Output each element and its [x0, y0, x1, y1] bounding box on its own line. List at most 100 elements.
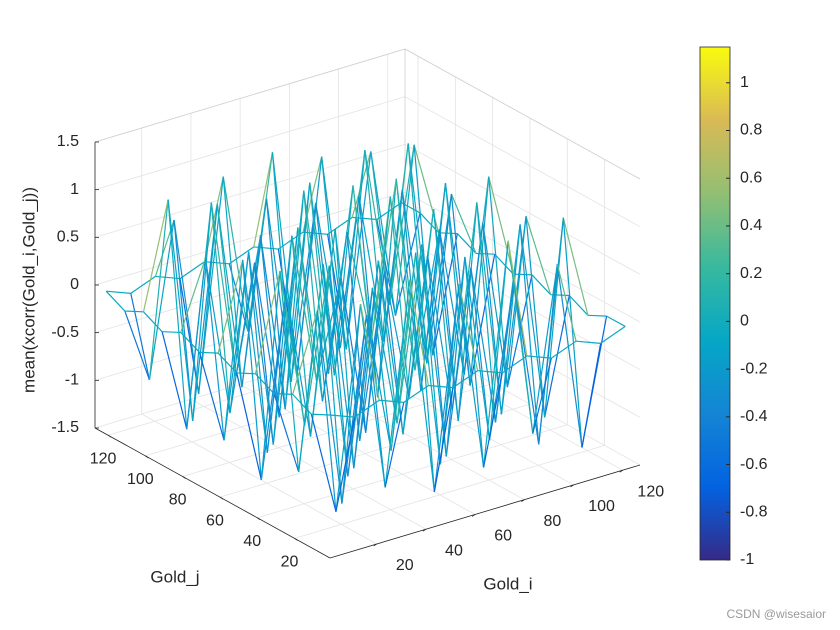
- mesh-edge: [482, 240, 509, 468]
- z-tick-label: -1.5: [51, 419, 79, 436]
- mesh-edge: [272, 235, 293, 445]
- x-tick-label: 40: [445, 542, 463, 559]
- x-tick-label: 100: [588, 498, 615, 515]
- mesh-edge: [124, 310, 151, 381]
- mesh-edge: [341, 304, 362, 504]
- tick-mark: [257, 517, 261, 521]
- mesh-edge: [365, 271, 385, 433]
- mesh-edge: [568, 295, 589, 316]
- y-tick-label: 100: [127, 471, 154, 488]
- mesh-edge: [130, 275, 156, 294]
- mesh-edge: [310, 414, 337, 512]
- mesh-edge: [106, 290, 131, 294]
- mesh-edge: [333, 185, 354, 376]
- mesh-edge: [377, 260, 398, 424]
- mesh-edge: [353, 287, 374, 469]
- mesh-edge: [359, 271, 385, 441]
- grid-line: [404, 143, 641, 275]
- mesh-edge: [575, 340, 601, 344]
- y-tick-label: 120: [90, 450, 117, 467]
- mesh-edge: [531, 274, 552, 296]
- grid-line: [404, 96, 641, 228]
- mesh-edge: [236, 372, 262, 481]
- z-tick-label: 0.5: [57, 229, 79, 246]
- mesh-edge: [562, 217, 583, 448]
- mesh-edge: [444, 183, 471, 386]
- grid-line: [190, 398, 427, 530]
- mesh-edge: [167, 199, 194, 422]
- grid-line: [94, 96, 406, 191]
- mesh-edge: [284, 190, 305, 410]
- mesh-edge: [409, 279, 430, 386]
- mesh-edge: [210, 202, 231, 414]
- mesh-edge: [180, 332, 200, 353]
- mesh-edge: [507, 240, 534, 434]
- mesh-edge: [427, 255, 447, 457]
- z-tick-label: 1: [70, 181, 79, 198]
- mesh-edge: [384, 402, 405, 488]
- mesh-edge: [507, 240, 528, 357]
- mesh-edge: [130, 293, 151, 381]
- mesh-edge: [556, 263, 577, 342]
- grid-line: [141, 413, 377, 545]
- tick-mark: [373, 543, 377, 547]
- grid-line: [94, 239, 406, 334]
- mesh-edge: [379, 399, 404, 403]
- mesh-edge: [242, 259, 262, 481]
- mesh-edge: [500, 224, 521, 415]
- colorbar-tick-label: 0: [740, 313, 749, 330]
- mesh-edge: [401, 189, 428, 364]
- tick-mark: [145, 455, 149, 459]
- mesh-edge: [445, 267, 472, 457]
- box-edge: [404, 48, 641, 180]
- mesh-edge: [464, 256, 485, 468]
- mesh-edge: [587, 314, 607, 317]
- mesh-edge: [316, 310, 337, 512]
- grid-line: [289, 369, 525, 501]
- colorbar: [699, 46, 731, 561]
- mesh-edge: [335, 304, 362, 512]
- mesh-edge: [216, 203, 237, 377]
- mesh-edge: [403, 384, 429, 403]
- mesh-edge: [407, 143, 428, 364]
- mesh-edge: [458, 284, 479, 371]
- mesh-edge: [438, 232, 458, 235]
- mesh-edge: [600, 325, 626, 344]
- mesh-edge: [217, 259, 244, 354]
- mesh-edge: [298, 310, 318, 473]
- mesh-edge: [513, 273, 533, 276]
- mesh-edge: [384, 279, 411, 488]
- mesh-edge: [216, 203, 243, 388]
- mesh-edge: [222, 176, 249, 332]
- mesh-edge: [581, 343, 602, 448]
- mesh-edge: [204, 258, 225, 441]
- y-axis-label: Gold_j: [150, 567, 199, 586]
- tick-mark: [471, 514, 476, 517]
- mesh-edge: [532, 264, 558, 434]
- mesh-edge: [241, 235, 262, 388]
- mesh-edge: [260, 291, 287, 481]
- watermark: CSDN @wisesaior: [726, 607, 826, 621]
- mesh-edge: [292, 393, 312, 415]
- mesh-edge: [464, 256, 491, 441]
- mesh-edge: [551, 340, 577, 359]
- tick-mark: [521, 499, 525, 503]
- mesh-edge: [210, 202, 237, 377]
- mesh-edge: [253, 152, 274, 248]
- mesh-edge: [402, 255, 429, 435]
- tick-mark: [570, 484, 574, 488]
- mesh-edge: [228, 246, 255, 265]
- mesh-edge: [279, 270, 300, 473]
- y-tick-label: 80: [169, 492, 187, 509]
- colorbar-tick-label: 0.2: [740, 265, 762, 282]
- y-tick-label: 40: [243, 533, 261, 550]
- mesh-edge: [217, 352, 238, 374]
- mesh-edge: [376, 219, 397, 316]
- mesh-edge: [124, 310, 144, 313]
- z-tick-label: 1.5: [57, 133, 79, 150]
- mesh-edge: [501, 355, 528, 374]
- x-tick-label: 80: [543, 513, 561, 530]
- mesh-edge: [199, 351, 219, 354]
- mesh-edge: [192, 202, 212, 422]
- mesh-edge: [254, 373, 275, 394]
